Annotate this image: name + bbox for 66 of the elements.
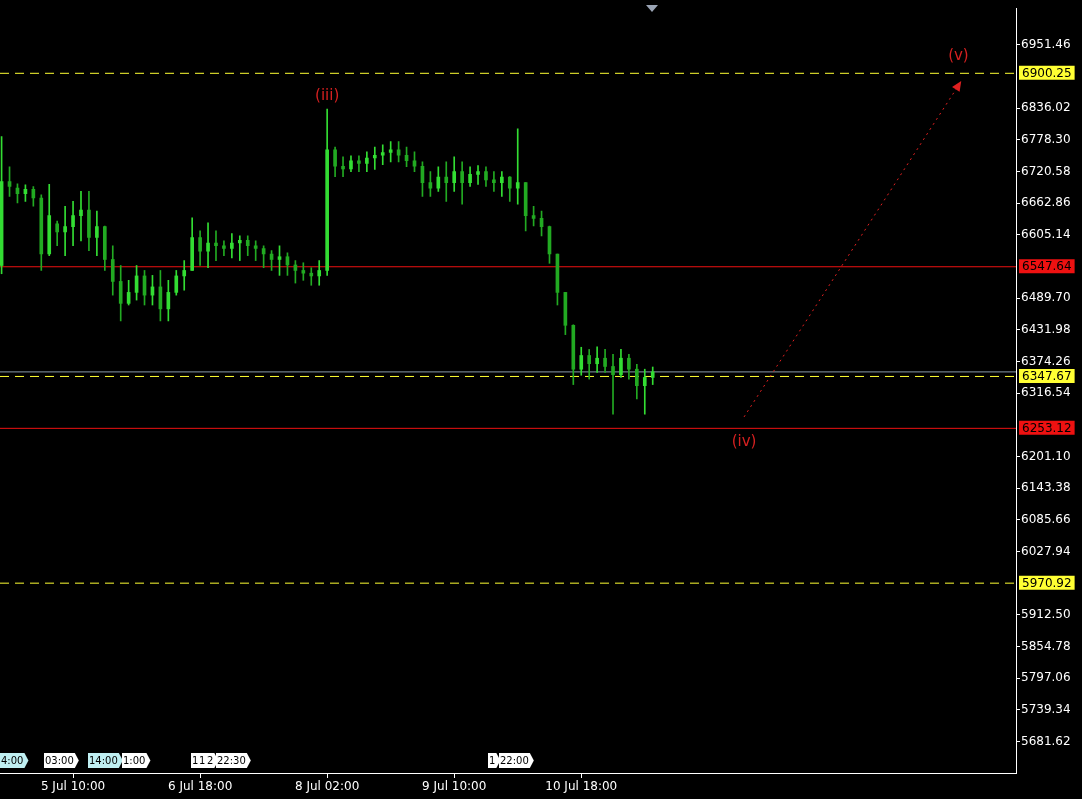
candlestick — [317, 260, 322, 286]
annotation: 4:00 — [1, 755, 24, 767]
candlestick — [444, 161, 449, 202]
x-tick-label: 10 Jul 18:00 — [545, 779, 618, 794]
y-tick-label: 5912.50 — [1021, 606, 1071, 621]
x-tick-label: 6 Jul 18:00 — [167, 779, 233, 794]
ref-line-label: 6253.12 — [1022, 420, 1072, 435]
annotation: 1 — [489, 755, 496, 767]
candlestick — [515, 128, 520, 205]
annotation: 22:30 — [217, 755, 246, 767]
y-tick-label: 6605.14 — [1021, 226, 1071, 241]
ref-line-label: 5970.92 — [1022, 575, 1072, 590]
y-tick-label: 6085.66 — [1021, 511, 1071, 526]
candlestick — [253, 240, 258, 261]
candlestick — [372, 146, 377, 170]
candlestick — [222, 240, 226, 256]
y-tick-label: 5797.06 — [1021, 670, 1071, 685]
ref-line-label: 6547.64 — [1022, 259, 1072, 274]
candlestick — [341, 156, 345, 177]
candlestick — [206, 222, 210, 269]
annotation: 1 — [199, 755, 206, 767]
y-tick-label: 6951.46 — [1021, 36, 1071, 51]
annotation: 03:00 — [45, 755, 74, 767]
y-tick-label: 6201.10 — [1021, 448, 1071, 463]
annotation: 1:00 — [123, 755, 146, 767]
candlestick — [309, 267, 314, 286]
y-tick-label: 6662.86 — [1021, 195, 1071, 210]
candlestick — [500, 171, 504, 197]
y-tick-label: 6316.54 — [1021, 385, 1071, 400]
candlestick — [492, 171, 496, 192]
y-tick-label: 6374.26 — [1021, 353, 1071, 368]
y-tick-label: 6027.94 — [1021, 543, 1071, 558]
y-tick-label: 6778.30 — [1021, 131, 1071, 146]
annotation: 14:00 — [89, 755, 118, 767]
y-tick-label: 6489.70 — [1021, 290, 1071, 305]
y-tick-label: 5681.62 — [1021, 733, 1071, 748]
candlestick — [388, 141, 393, 163]
candlestick — [182, 260, 187, 291]
candlestick — [63, 205, 67, 256]
y-tick-label: 6431.98 — [1021, 321, 1071, 336]
candlestick — [237, 235, 242, 261]
candlestick — [476, 165, 480, 185]
ref-line-label: 6900.25 — [1022, 65, 1072, 80]
candlestick — [230, 233, 234, 259]
x-tick-label: 5 Jul 10:00 — [40, 779, 106, 794]
x-tick-label: 8 Jul 02:00 — [294, 779, 360, 794]
candlestick — [79, 191, 83, 242]
candlestick — [642, 368, 647, 415]
annotation: (v) — [948, 45, 969, 64]
ref-line-label: 6347.67 — [1022, 369, 1072, 384]
candlestick — [357, 155, 361, 173]
candlestick — [595, 346, 599, 373]
annotation: 2 — [207, 755, 214, 767]
candlestick — [214, 230, 218, 261]
candlestick — [380, 144, 385, 165]
y-tick-label: 6720.58 — [1021, 163, 1071, 178]
x-tick-label: 9 Jul 10:00 — [422, 779, 487, 794]
annotation: 22:00 — [500, 755, 529, 767]
annotation: 1 — [192, 755, 199, 767]
y-tick-label: 6143.38 — [1021, 480, 1071, 495]
annotation: (iv) — [731, 432, 757, 451]
y-tick-label: 5854.78 — [1021, 638, 1071, 653]
candlestick — [611, 354, 615, 415]
annotation: (iii) — [315, 85, 340, 104]
y-tick-label: 6836.02 — [1021, 100, 1071, 115]
y-tick-label: 5739.34 — [1021, 701, 1071, 716]
